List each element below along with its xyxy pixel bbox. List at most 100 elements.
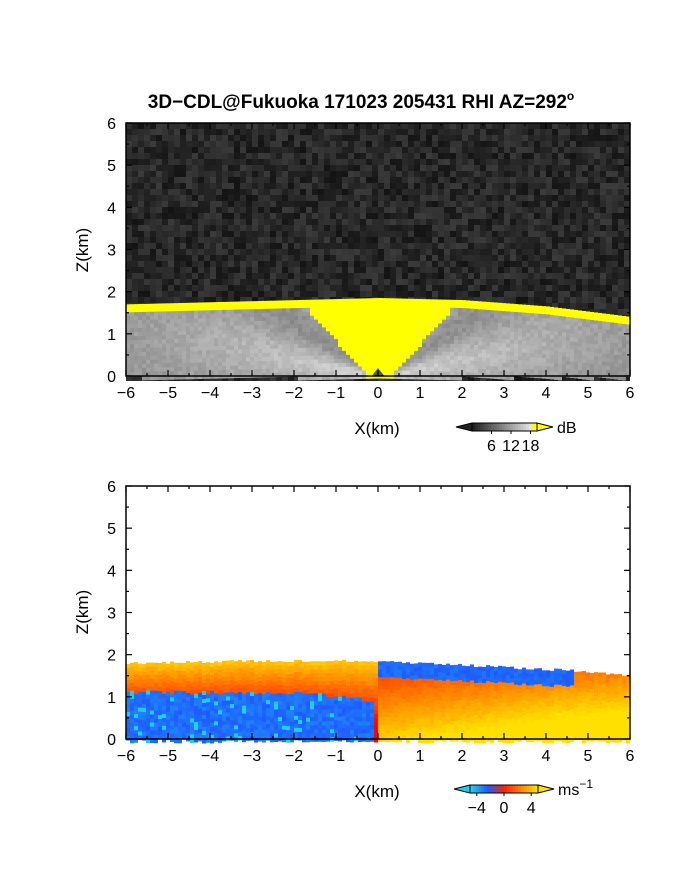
noise-cell [360,159,366,165]
intensity-cell [162,343,166,348]
noise-cell [450,183,456,189]
intensity-cell [390,358,394,363]
noise-cell [150,267,156,273]
intensity-cell [286,348,290,353]
noise-cell [144,273,150,279]
noise-cell [366,159,372,165]
noise-cell [234,243,240,249]
noise-cell [246,207,252,213]
noise-cell [192,285,198,291]
noise-cell [264,165,270,171]
noise-cell [162,147,168,153]
noise-cell [324,159,330,165]
noise-cell [240,225,246,231]
noise-cell [540,291,546,297]
noise-cell [222,237,228,243]
noise-cell [516,195,522,201]
noise-cell [534,189,540,195]
noise-cell [570,207,576,213]
noise-cell [570,135,576,141]
noise-cell [624,189,630,195]
noise-cell [438,129,444,135]
intensity-cell [186,346,190,352]
intensity-cell [150,351,154,357]
noise-cell [336,135,342,141]
noise-cell [312,141,318,147]
noise-cell [414,135,420,141]
intensity-cell [166,327,170,332]
intensity-cell [154,323,158,329]
noise-cell [150,177,156,183]
noise-cell [618,243,624,249]
intensity-cell [126,348,130,353]
noise-cell [204,219,210,225]
noise-cell [528,159,534,165]
intensity-cell [170,327,174,332]
noise-cell [606,279,612,285]
noise-cell [144,141,150,147]
noise-cell [144,213,150,219]
noise-cell [336,123,342,129]
intensity-cell [158,371,162,377]
intensity-cell [362,334,366,339]
intensity-cell [218,334,222,339]
intensity-cell [362,362,366,367]
noise-cell [612,171,618,177]
noise-cell [348,147,354,153]
noise-cell [612,267,618,273]
noise-cell [330,279,336,285]
noise-cell [618,237,624,243]
noise-cell [336,141,342,147]
noise-cell [222,135,228,141]
noise-cell [360,177,366,183]
intensity-cell [342,310,346,316]
intensity-cell [354,362,358,368]
intensity-cell [146,331,150,337]
intensity-cell [230,317,234,323]
noise-cell [450,177,456,183]
noise-cell [600,213,606,219]
noise-cell [420,261,426,267]
noise-cell [402,243,408,249]
noise-cell [288,249,294,255]
noise-cell [330,153,336,159]
noise-cell [324,273,330,279]
noise-cell [318,291,324,297]
noise-cell [564,159,570,165]
noise-cell [270,219,276,225]
intensity-cell [206,306,210,311]
intensity-cell [314,307,318,313]
intensity-cell [278,328,282,334]
noise-cell [528,249,534,255]
intensity-cell [302,327,306,333]
intensity-cell [166,311,170,316]
intensity-cell [370,342,374,347]
intensity-cell [182,322,186,328]
intensity-cell [406,330,410,336]
noise-cell [342,123,348,129]
intensity-cell [250,325,254,330]
intensity-cell [242,349,246,354]
noise-cell [450,249,456,255]
noise-cell [132,243,138,249]
intensity-cell [282,324,286,329]
intensity-cell [178,323,182,328]
intensity-cell [306,331,310,337]
intensity-cell [194,314,198,320]
intensity-cell [166,355,170,360]
intensity-cell [158,319,162,325]
noise-cell [150,297,156,303]
noise-cell [612,297,618,303]
intensity-cell [202,370,206,375]
noise-cell [324,285,330,291]
noise-cell [336,195,342,201]
noise-cell [174,225,180,231]
intensity-cell [222,349,226,355]
noise-cell [270,255,276,261]
noise-cell [246,231,252,237]
intensity-cell [202,362,206,367]
noise-cell [306,123,312,129]
intensity-cell [342,350,346,356]
intensity-cell [198,338,202,344]
noise-cell [588,225,594,231]
